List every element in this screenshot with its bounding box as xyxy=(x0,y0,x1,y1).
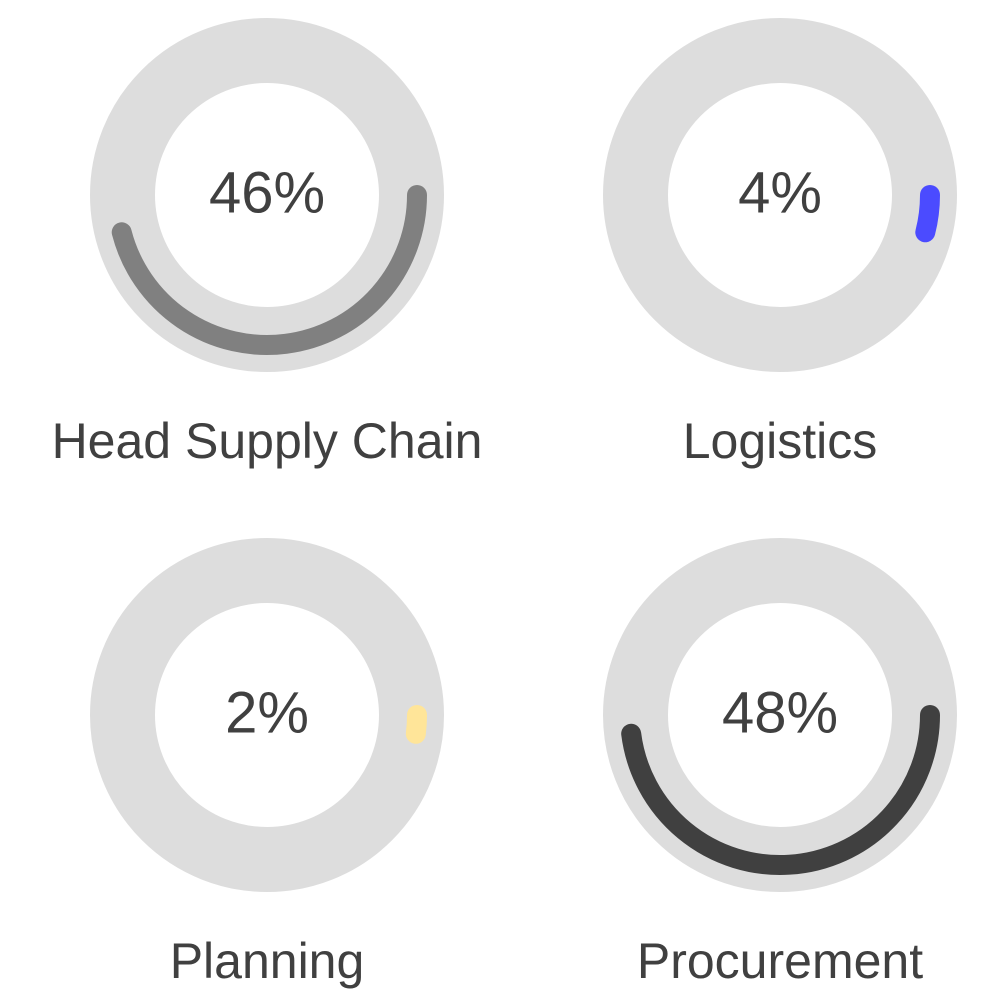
gauge-value-label: 48% xyxy=(722,680,838,745)
gauge-label: Procurement xyxy=(637,933,923,989)
gauge-value-label: 2% xyxy=(225,680,309,745)
gauge-arc xyxy=(405,705,427,744)
gauge-label: Head Supply Chain xyxy=(52,413,483,469)
gauge-arc xyxy=(915,185,940,243)
gauge-label: Planning xyxy=(170,933,365,989)
gauge-label: Logistics xyxy=(683,413,878,469)
gauge-value-label: 4% xyxy=(738,160,822,225)
gauge-arc xyxy=(111,185,427,355)
gauge-arc xyxy=(621,705,940,875)
gauge-value-label: 46% xyxy=(209,160,325,225)
